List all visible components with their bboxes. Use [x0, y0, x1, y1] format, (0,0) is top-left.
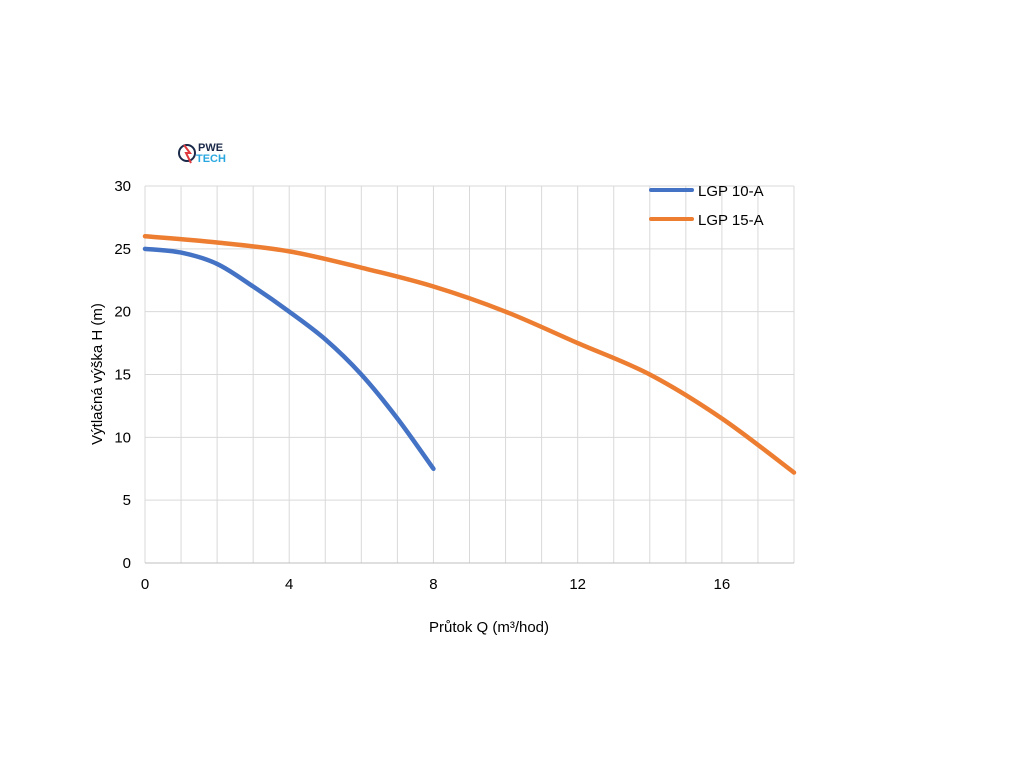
x-tick-label: 4	[285, 576, 293, 593]
logo-line2: TECH	[196, 153, 226, 165]
y-tick-label: 5	[123, 492, 131, 509]
gridlines	[144, 185, 795, 564]
pwe-tech-logo: PWE TECH	[178, 142, 226, 165]
y-tick-label: 20	[114, 304, 131, 321]
x-tick-label: 16	[714, 576, 731, 593]
legend-label-lgp-15-a: LGP 15-A	[698, 212, 764, 229]
x-tick-label: 0	[141, 576, 149, 593]
y-tick-label: 0	[123, 555, 131, 572]
x-axis-title: Průtok Q (m³/hod)	[429, 619, 549, 636]
series-line-lgp-15-a	[142, 234, 797, 475]
x-tick-labels: 0 4 8 12 16	[141, 576, 730, 593]
x-tick-label: 12	[569, 576, 586, 593]
y-tick-label: 25	[114, 241, 131, 258]
y-tick-labels: 0 5 10 15 20 25 30	[114, 178, 131, 572]
series-line-lgp-10-a	[142, 246, 436, 471]
y-tick-label: 10	[114, 429, 131, 446]
legend-label-lgp-10-a: LGP 10-A	[698, 183, 764, 200]
y-tick-label: 15	[114, 367, 131, 384]
legend: LGP 10-A LGP 15-A	[649, 183, 764, 229]
x-tick-label: 8	[429, 576, 437, 593]
logo-line1: PWE	[198, 142, 223, 154]
logo-ring-icon	[178, 144, 196, 162]
y-tick-label: 30	[114, 178, 131, 195]
series-lines	[142, 234, 797, 475]
logo-bolt-icon	[183, 144, 192, 164]
y-axis-title: Výtlačná výška H (m)	[89, 303, 106, 445]
